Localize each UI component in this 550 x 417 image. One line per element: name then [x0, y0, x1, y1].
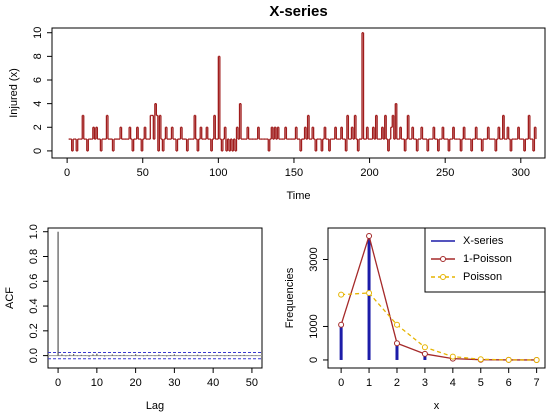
legend-marker [440, 256, 446, 262]
plot-frame [51, 27, 546, 159]
x-tick-label: 10 [91, 377, 103, 389]
series-marker [421, 344, 428, 351]
y-tick-label: 6 [32, 77, 44, 83]
x-axis-label: Time [286, 190, 310, 202]
legend-label: 1-Poisson [463, 253, 512, 265]
x-tick-label: 5 [478, 377, 484, 389]
y-tick-label: 3000 [308, 247, 320, 271]
y-tick-label: 8 [32, 53, 44, 59]
x-tick-label: 20 [129, 377, 141, 389]
series-marker [366, 289, 373, 296]
y-axis-label: Frequencies [284, 267, 296, 328]
series-marker [421, 350, 428, 357]
y-tick-label: 0 [32, 148, 44, 154]
legend-marker [440, 274, 446, 280]
y-axis-label: ACF [4, 287, 16, 309]
series-marker [505, 356, 512, 363]
y-axis-label: Injured (x) [8, 68, 20, 118]
series-marker [393, 321, 400, 328]
series-line [340, 233, 537, 361]
y-tick-label: 10 [32, 27, 44, 39]
x-tick-label: 150 [285, 167, 303, 179]
x-tick-label: 50 [246, 377, 258, 389]
x-tick-label: 100 [209, 167, 227, 179]
x-tick-label: 1 [366, 377, 372, 389]
y-tick-label: 1.0 [28, 224, 40, 239]
y-tick-label: 2 [32, 124, 44, 130]
x-tick-label: 2 [394, 377, 400, 389]
chart-title: X-series [269, 3, 327, 20]
x-tick-label: 0 [55, 377, 61, 389]
x-tick-label: 40 [207, 377, 219, 389]
x-tick-label: 7 [534, 377, 540, 389]
legend-label: X-series [463, 235, 504, 247]
x-tick-label: 3 [422, 377, 428, 389]
x-tick-label: 0 [64, 167, 70, 179]
y-tick-label: 0.8 [28, 249, 40, 264]
series-marker [366, 233, 373, 240]
x-axis-label: x [434, 400, 440, 412]
x-tick-label: 200 [360, 167, 378, 179]
y-tick-label: 4 [32, 101, 44, 107]
x-axis-label: Lag [146, 400, 164, 412]
x-tick-label: 50 [137, 167, 149, 179]
series-marker [338, 321, 345, 328]
series-line [341, 292, 537, 361]
series-marker [533, 356, 540, 363]
x-tick-label: 4 [450, 377, 456, 389]
y-tick-label: 0 [308, 357, 320, 363]
y-tick-label: 0.0 [28, 348, 40, 363]
x-tick-label: 300 [512, 167, 530, 179]
y-tick-label: 1000 [308, 314, 320, 338]
series-marker [338, 291, 345, 298]
legend-label: Poisson [463, 271, 502, 283]
x-tick-label: 30 [168, 377, 180, 389]
x-tick-label: 6 [506, 377, 512, 389]
y-tick-label: 0.6 [28, 274, 40, 289]
y-tick-label: 0.4 [28, 298, 40, 313]
series-marker [449, 353, 456, 360]
series-marker [393, 340, 400, 347]
plot-frame [47, 227, 263, 369]
series-marker [477, 356, 484, 363]
x-tick-label: 250 [436, 167, 454, 179]
y-tick-label: 0.2 [28, 323, 40, 338]
x-tick-label: 0 [338, 377, 344, 389]
